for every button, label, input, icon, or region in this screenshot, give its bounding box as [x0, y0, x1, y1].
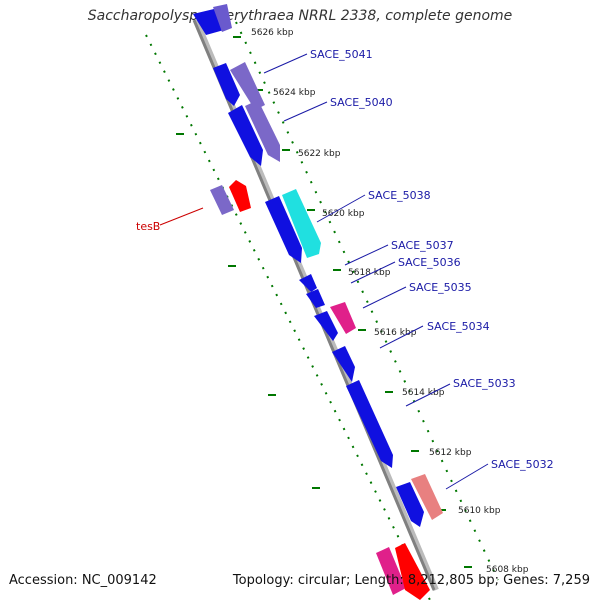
- scale-label-5608: 5608 kbp: [486, 565, 529, 575]
- gene-arrow[interactable]: [330, 302, 356, 334]
- map-title: Saccharopolyspora erythraea NRRL 2338, c…: [87, 8, 513, 24]
- scale-label-5610: 5610 kbp: [458, 506, 501, 516]
- gene-arrow[interactable]: [213, 63, 240, 106]
- gene-arrow[interactable]: [306, 289, 325, 308]
- scale-label-5616: 5616 kbp: [374, 328, 417, 338]
- scale-label-5626: 5626 kbp: [251, 28, 294, 38]
- gene-arrow[interactable]: [282, 189, 321, 258]
- label-leaders: [159, 53, 489, 490]
- gene-label-sace-5034[interactable]: SACE_5034: [427, 320, 490, 333]
- gene-label-sace-5038[interactable]: SACE_5038: [368, 189, 431, 202]
- gene-label-sace-5041[interactable]: SACE_5041: [310, 48, 373, 61]
- gene-arrow[interactable]: [411, 474, 443, 520]
- gene-arrow[interactable]: [213, 4, 232, 32]
- gene-arrow[interactable]: [228, 105, 263, 166]
- outer-strand-genes: [210, 180, 251, 215]
- gene-arrow[interactable]: [210, 185, 234, 215]
- gene-arrow[interactable]: [314, 311, 338, 341]
- gene-arrow[interactable]: [396, 482, 424, 527]
- gene-label-sace-5033[interactable]: SACE_5033: [453, 377, 516, 390]
- genome-summary-text: Topology: circular; Length: 8,212,805 bp…: [232, 573, 590, 588]
- gene-label-sace-5040[interactable]: SACE_5040: [330, 96, 393, 109]
- gene-label-sace-5037[interactable]: SACE_5037: [391, 239, 454, 252]
- scale-label-5614: 5614 kbp: [402, 388, 445, 398]
- gene-label-tesb[interactable]: tesB: [136, 220, 160, 233]
- inner-strand-genes: [193, 4, 443, 600]
- accession-text: Accession: NC_009142: [9, 573, 157, 588]
- gene-label-sace-5032[interactable]: SACE_5032: [491, 458, 554, 471]
- scale-label-5622: 5622 kbp: [298, 149, 341, 159]
- scale-label-5620: 5620 kbp: [322, 209, 365, 219]
- gene-arrow[interactable]: [265, 196, 302, 263]
- gene-arrow[interactable]: [230, 62, 265, 110]
- gene-label-sace-5035[interactable]: SACE_5035: [409, 281, 472, 294]
- scale-label-5612: 5612 kbp: [429, 448, 472, 458]
- inner-dotted-ring-left: [235, 21, 499, 581]
- gene-label-sace-5036[interactable]: SACE_5036: [398, 256, 461, 269]
- gene-arrow[interactable]: [395, 543, 430, 600]
- gene-arrow[interactable]: [332, 346, 355, 382]
- gene-arrow[interactable]: [245, 100, 280, 162]
- gene-arrow[interactable]: [376, 547, 406, 595]
- scale-label-5618: 5618 kbp: [348, 268, 391, 278]
- gene-arrow[interactable]: [229, 180, 251, 212]
- gene-arrow[interactable]: [299, 274, 317, 292]
- gene-arrow[interactable]: [346, 380, 393, 468]
- scale-label-5624: 5624 kbp: [273, 88, 316, 98]
